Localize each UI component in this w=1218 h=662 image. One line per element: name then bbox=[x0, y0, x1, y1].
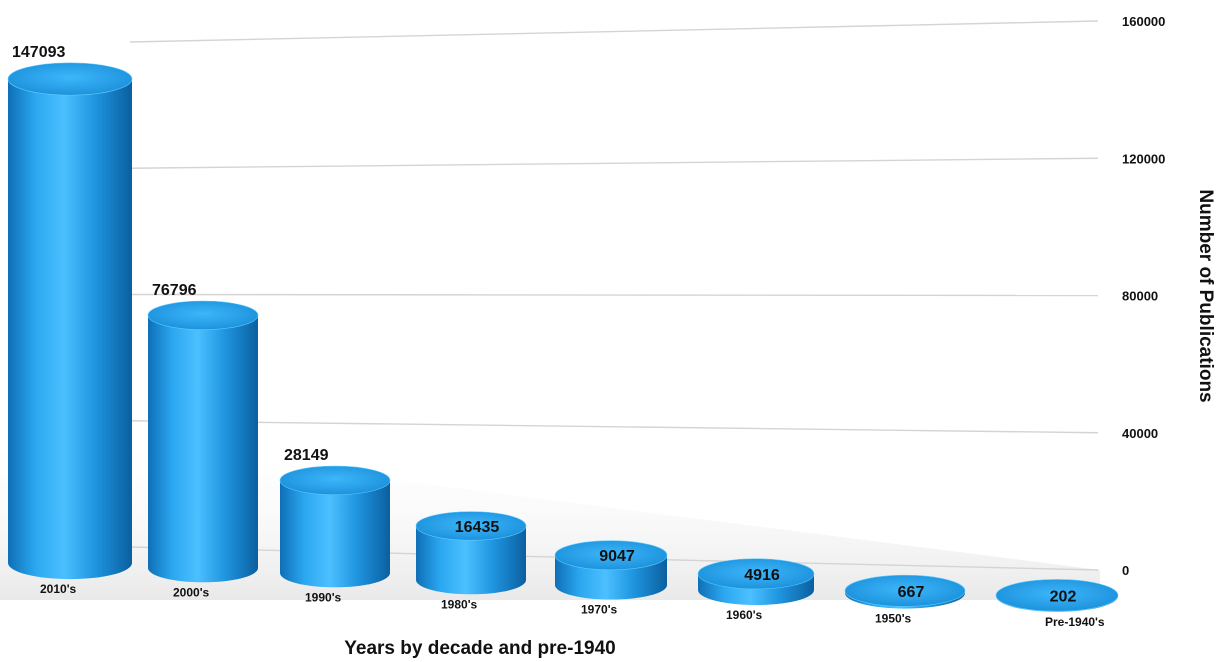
y-axis-title: Number of Publications bbox=[1195, 189, 1216, 402]
bar-top bbox=[279, 465, 391, 495]
bar bbox=[147, 300, 259, 583]
data-label: 16435 bbox=[455, 519, 500, 536]
data-label: 4916 bbox=[744, 567, 780, 584]
bar-top bbox=[7, 62, 133, 96]
bar-top bbox=[844, 574, 966, 607]
x-category-label: 2000's bbox=[173, 585, 210, 599]
bar-body bbox=[148, 315, 258, 583]
bar-body bbox=[416, 525, 526, 595]
y-tick-label: 120000 bbox=[1122, 151, 1165, 166]
y-tick-label: 80000 bbox=[1122, 289, 1158, 304]
gridline bbox=[129, 293, 1099, 297]
gridlines bbox=[129, 20, 1099, 571]
data-label: 76796 bbox=[152, 282, 197, 299]
x-category-label: Pre-1940's bbox=[1045, 615, 1105, 629]
data-label: 9047 bbox=[599, 548, 635, 565]
bar-body bbox=[8, 79, 132, 580]
x-axis-title: Years by decade and pre-1940 bbox=[344, 638, 615, 659]
y-tick-label: 0 bbox=[1122, 563, 1129, 578]
y-tick-label: 160000 bbox=[1122, 14, 1165, 29]
y-axis-ticks: 0 40000 80000 120000 160000 bbox=[1122, 14, 1165, 578]
floor-shade bbox=[0, 430, 1100, 600]
bar-top bbox=[554, 540, 668, 571]
data-label: 667 bbox=[898, 584, 925, 601]
bar-body bbox=[280, 480, 390, 588]
x-category-label: 1960's bbox=[726, 608, 763, 622]
y-tick-label: 40000 bbox=[1122, 426, 1158, 441]
bar-top bbox=[147, 300, 259, 330]
gridline bbox=[129, 420, 1099, 434]
bar-top bbox=[415, 511, 527, 541]
bar bbox=[7, 62, 133, 580]
bar bbox=[995, 579, 1119, 612]
x-category-label: 2010's bbox=[40, 582, 77, 596]
x-category-label: 1950's bbox=[875, 612, 912, 626]
bar bbox=[554, 540, 668, 600]
bars: 147093 2010's 76796 2000's 28149 1990's 16435 1… bbox=[7, 44, 1119, 629]
bar-top bbox=[697, 558, 815, 590]
bar bbox=[697, 558, 815, 606]
data-label: 28149 bbox=[284, 447, 329, 464]
bar bbox=[279, 465, 391, 588]
gridline bbox=[129, 157, 1099, 169]
x-category-label: 1990's bbox=[305, 590, 342, 604]
bar bbox=[844, 574, 966, 609]
bar bbox=[415, 511, 527, 595]
data-label: 202 bbox=[1050, 588, 1077, 605]
x-category-label: 1970's bbox=[581, 603, 618, 617]
data-label: 147093 bbox=[12, 44, 65, 61]
x-category-label: 1980's bbox=[441, 597, 478, 611]
gridline bbox=[129, 20, 1099, 43]
bar-top bbox=[995, 579, 1119, 612]
